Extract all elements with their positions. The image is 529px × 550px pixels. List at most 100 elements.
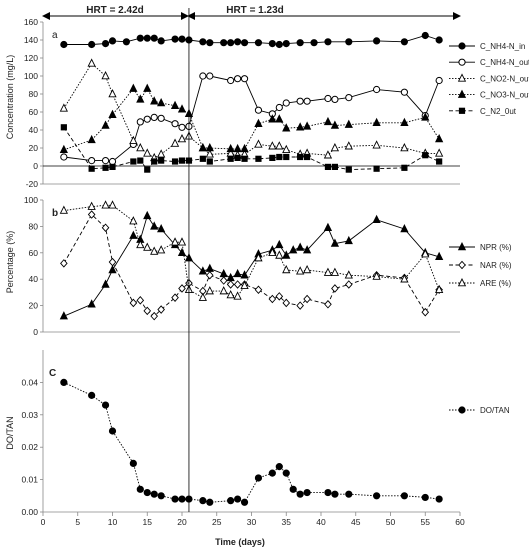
data-point: [344, 235, 353, 245]
legend-marker: [458, 107, 466, 114]
series-line-npr-: [63, 214, 440, 317]
series-line-c-nh4-n-in: [63, 35, 440, 45]
data-point: [275, 250, 284, 259]
data-point: [302, 121, 312, 130]
data-point: [422, 152, 429, 159]
data-point: [87, 58, 96, 67]
data-point: [109, 163, 116, 170]
legend-label: NAR (%): [480, 261, 512, 270]
data-point: [303, 153, 311, 161]
panel-a-legend: C_NH4-N_in C_NH4-N_out C_NO2-N_out C_NO3-N_…: [449, 42, 529, 116]
y-tick-label: 0: [33, 161, 38, 171]
y-tick-label: 0.00: [21, 507, 38, 517]
data-point: [157, 114, 165, 122]
legend-marker: [457, 89, 467, 98]
hrt-label-left: HRT = 2.42d: [86, 5, 144, 16]
legend-label: DO/TAN: [480, 406, 510, 415]
data-point: [240, 280, 249, 290]
data-point: [330, 142, 340, 152]
data-point: [324, 38, 332, 46]
y-tick-label: 0.03: [21, 410, 38, 420]
data-point: [276, 153, 283, 161]
data-point: [421, 112, 430, 121]
data-point: [254, 474, 263, 482]
data-point: [171, 158, 179, 165]
data-point: [296, 39, 304, 47]
y-tick-label: 20: [29, 301, 39, 311]
panel-b-ylabel: Percentage (%): [5, 231, 15, 294]
hrt-annotations: HRT = 2.42d HRT = 1.23d: [42, 5, 461, 20]
data-point: [268, 40, 276, 48]
series-line-c-no3-n-out: [63, 87, 440, 151]
data-point: [178, 157, 186, 164]
data-point: [178, 284, 186, 293]
data-point: [254, 253, 263, 262]
data-point: [170, 237, 180, 246]
data-point: [144, 166, 151, 173]
data-point: [199, 497, 207, 505]
data-point: [205, 142, 214, 152]
y-tick-label: -20: [26, 179, 39, 189]
data-point: [158, 157, 165, 164]
data-point: [373, 85, 381, 94]
data-point: [108, 257, 117, 267]
data-point: [344, 141, 353, 150]
data-point: [435, 495, 443, 503]
data-point: [344, 280, 353, 289]
data-point: [345, 166, 352, 173]
data-point: [177, 104, 187, 113]
y-tick-label: 100: [24, 71, 38, 81]
data-point: [157, 224, 166, 233]
data-point: [269, 154, 276, 161]
data-point: [296, 490, 304, 498]
y-tick-label: 40: [29, 125, 39, 135]
data-point: [129, 83, 138, 92]
data-point: [254, 285, 263, 295]
data-point: [206, 39, 214, 47]
data-point: [226, 143, 235, 153]
x-tick-label: 10: [108, 517, 118, 527]
series-line-c-no2-n-out: [63, 62, 440, 159]
data-point: [296, 242, 305, 251]
data-point: [143, 242, 152, 251]
data-point: [331, 490, 339, 498]
data-point: [400, 224, 409, 233]
data-point: [330, 238, 340, 247]
data-point: [101, 279, 110, 288]
y-tick-label: 20: [29, 143, 39, 153]
x-axis-label: Time (days): [215, 537, 265, 547]
data-point: [282, 264, 291, 274]
data-point: [170, 100, 180, 109]
data-point: [143, 83, 152, 92]
data-point: [268, 114, 277, 123]
legend-label: C_NO3-N_out: [480, 91, 529, 100]
data-point: [88, 165, 95, 172]
x-tick-label: 40: [316, 517, 326, 527]
data-point: [436, 158, 443, 165]
y-tick-label: 140: [24, 35, 38, 45]
data-point: [178, 495, 186, 503]
data-point: [177, 237, 187, 246]
data-point: [143, 210, 152, 220]
data-point: [226, 272, 235, 282]
data-point: [275, 463, 283, 471]
data-point: [421, 31, 429, 40]
x-tick-label: 0: [41, 517, 46, 527]
data-point: [199, 72, 207, 80]
data-point: [171, 35, 179, 43]
data-point: [177, 133, 187, 143]
data-point: [205, 286, 214, 295]
data-point: [373, 165, 380, 172]
x-tick-label: 20: [177, 517, 187, 527]
data-point: [282, 469, 290, 477]
data-point: [101, 40, 110, 48]
legend-marker: [458, 58, 466, 66]
data-point: [206, 498, 214, 506]
data-point: [435, 148, 444, 157]
data-point: [421, 249, 430, 258]
data-point: [122, 38, 131, 46]
data-point: [289, 245, 298, 254]
data-point: [400, 117, 409, 127]
data-point: [331, 284, 339, 293]
data-point: [283, 153, 290, 161]
